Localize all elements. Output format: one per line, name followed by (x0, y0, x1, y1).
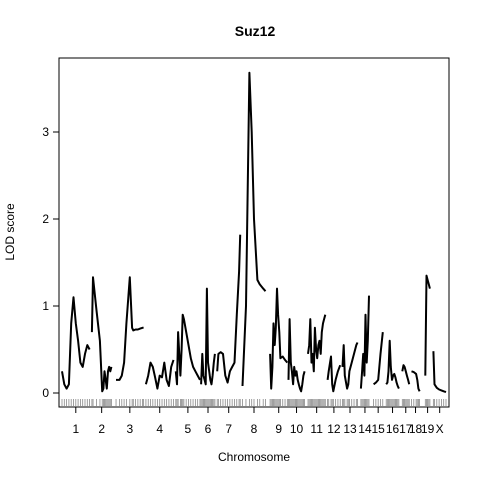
lod-curve-chr-18 (411, 370, 421, 392)
y-tick-label: 2 (42, 212, 49, 226)
chromosome-label-11: 11 (310, 422, 323, 436)
chromosome-label-10: 10 (290, 422, 304, 436)
lod-curve-chr-12 (326, 355, 342, 393)
chromosome-label-14: 14 (358, 422, 372, 436)
y-tick-label: 3 (42, 125, 49, 139)
lod-curve-chr-2 (90, 276, 113, 393)
chromosome-label-4: 4 (156, 422, 163, 436)
chart-title: Suz12 (235, 23, 276, 39)
chromosome-label-12: 12 (327, 422, 341, 436)
lod-curve-chr-16 (385, 339, 400, 390)
x-axis-label: Chromosome (218, 450, 290, 464)
y-tick-label: 1 (42, 299, 49, 313)
lod-curve-chr-13 (341, 342, 359, 390)
y-axis: 0 1 2 3 (42, 125, 59, 400)
marker-rug (61, 399, 447, 406)
lod-curve-chr-1 (61, 296, 91, 390)
chromosome-label-17: 17 (399, 422, 413, 436)
lod-curve-chr-11 (307, 314, 327, 373)
lod-curve-chr-15 (373, 331, 384, 386)
chromosome-label-15: 15 (371, 422, 385, 436)
lod-curves (61, 71, 447, 394)
lod-curve-chr-14 (359, 295, 370, 389)
lod-curve-chr-9 (269, 287, 289, 390)
chromosome-label-13: 13 (343, 422, 357, 436)
chromosome-label-5: 5 (185, 422, 192, 436)
lod-curve-chr-8 (241, 71, 267, 387)
chromosome-label-9: 9 (275, 422, 282, 436)
chromosome-label-6: 6 (205, 422, 212, 436)
lod-curve-chr-17 (401, 364, 411, 385)
lod-curve-chr-5 (174, 313, 201, 386)
lod-curve-chr-19 (424, 274, 431, 376)
chromosome-label-8: 8 (251, 422, 258, 436)
lod-curve-chr-3 (116, 276, 144, 381)
chromosome-label-19: 19 (421, 422, 435, 436)
chromosome-label-18: 18 (409, 422, 423, 436)
lod-curve-chr-4 (144, 359, 175, 390)
lod-curve-chr-6 (200, 287, 216, 386)
lod-curve-chr-7 (216, 234, 242, 384)
chromosome-label-1: 1 (72, 422, 79, 436)
lod-curve-chr-10 (287, 318, 306, 393)
chromosome-label-16: 16 (386, 422, 400, 436)
chromosome-label-7: 7 (225, 422, 232, 436)
lod-curve-chr-x (432, 351, 447, 394)
chromosome-label-x: X (436, 422, 444, 436)
chromosome-label-2: 2 (98, 422, 105, 436)
y-tick-label: 0 (42, 386, 49, 400)
chromosome-label-3: 3 (126, 422, 133, 436)
y-axis-label: LOD score (3, 203, 17, 261)
